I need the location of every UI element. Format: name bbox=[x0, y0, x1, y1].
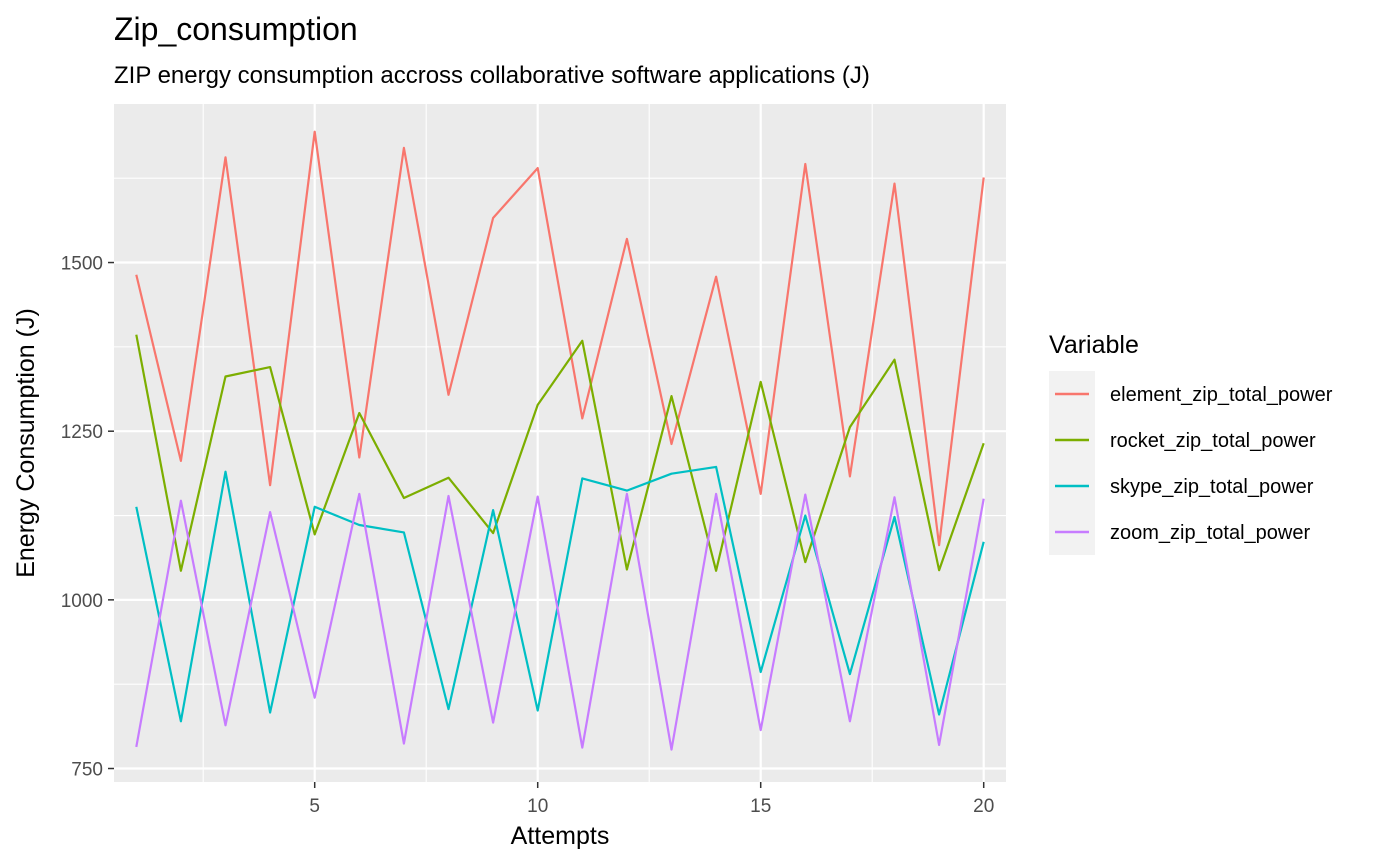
y-axis: 750 1000 1250 1500 bbox=[61, 254, 114, 781]
y-tick-label: 1250 bbox=[61, 422, 103, 443]
x-tick-label: 5 bbox=[309, 796, 320, 817]
legend-label: rocket_zip_total_power bbox=[1110, 430, 1316, 452]
y-tick-label: 1500 bbox=[61, 254, 103, 275]
chart-subtitle: ZIP energy consumption accross collabora… bbox=[114, 62, 870, 89]
chart-title: Zip_consumption bbox=[114, 11, 358, 47]
y-tick-label: 1000 bbox=[61, 591, 103, 612]
legend-title: Variable bbox=[1049, 331, 1139, 359]
x-tick-label: 10 bbox=[527, 796, 548, 817]
legend: Variable element_zip_total_power rocket_z… bbox=[1049, 331, 1333, 555]
grid-minor bbox=[114, 104, 1006, 782]
x-tick-label: 20 bbox=[973, 796, 994, 817]
x-axis: 5 10 15 20 bbox=[309, 782, 994, 817]
legend-items: element_zip_total_power rocket_zip_total_… bbox=[1049, 371, 1333, 555]
series-line-skype_zip_total_power bbox=[135, 465, 985, 723]
series-line-element_zip_total_power bbox=[135, 130, 985, 547]
legend-label: element_zip_total_power bbox=[1110, 384, 1333, 406]
series-lines bbox=[135, 130, 985, 751]
x-tick-label: 15 bbox=[750, 796, 771, 817]
legend-label: skype_zip_total_power bbox=[1110, 476, 1314, 498]
series-line-rocket_zip_total_power bbox=[135, 334, 985, 572]
y-tick-label: 750 bbox=[71, 760, 103, 781]
series-line-zoom_zip_total_power bbox=[135, 492, 985, 751]
legend-label: zoom_zip_total_power bbox=[1110, 522, 1310, 544]
y-axis-title: Energy Consumption (J) bbox=[12, 308, 40, 578]
x-axis-title: Attempts bbox=[511, 822, 610, 850]
